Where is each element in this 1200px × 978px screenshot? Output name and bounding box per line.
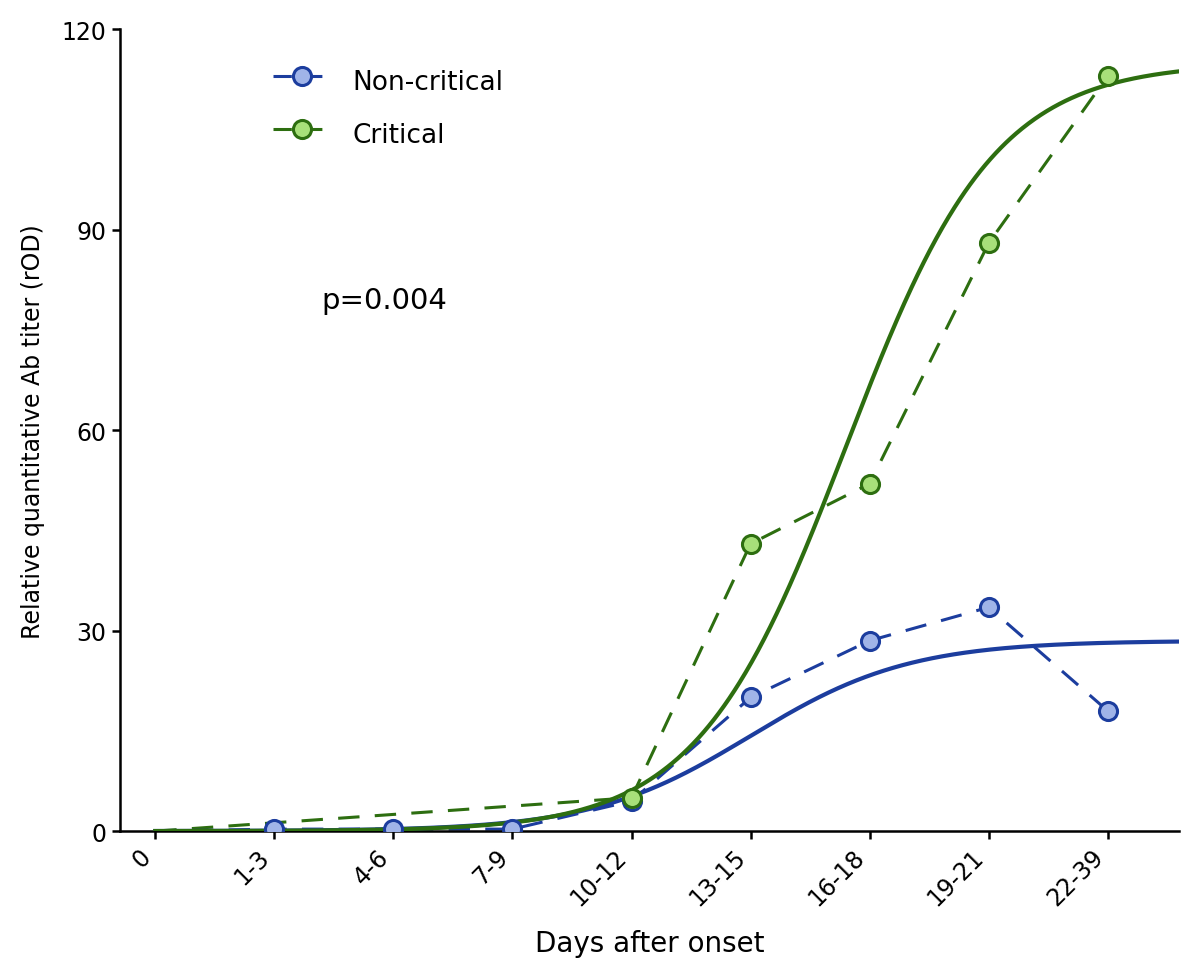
Text: p=0.004: p=0.004 bbox=[320, 287, 446, 315]
Legend: Non-critical, Critical: Non-critical, Critical bbox=[260, 52, 516, 163]
X-axis label: Days after onset: Days after onset bbox=[535, 929, 764, 957]
Y-axis label: Relative quantitative Ab titer (rOD): Relative quantitative Ab titer (rOD) bbox=[20, 224, 44, 638]
